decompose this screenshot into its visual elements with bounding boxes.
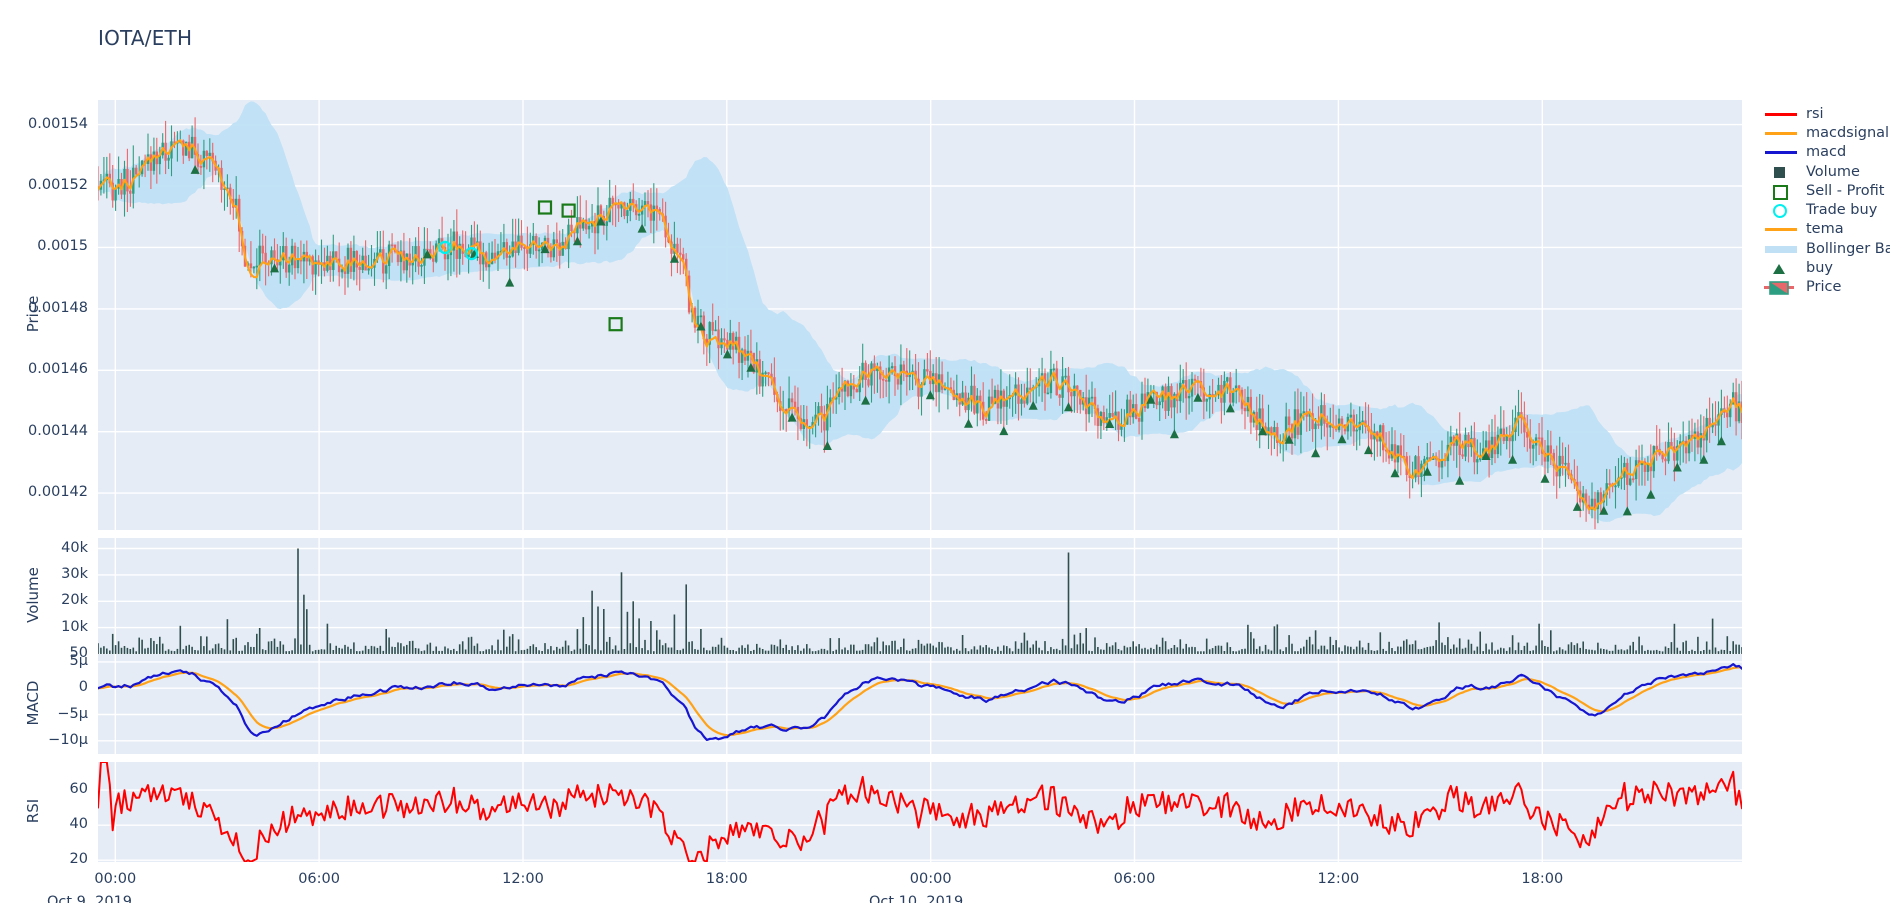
circle-open-icon — [1773, 204, 1787, 219]
candlestick-icon — [1764, 281, 1794, 295]
line-swatch-icon — [1765, 228, 1797, 232]
legend-square-icon — [1760, 162, 1802, 181]
xtick-2: 12:00 — [502, 871, 544, 887]
legend-triangle-up-icon — [1760, 259, 1802, 278]
xtick-5: 06:00 — [1113, 871, 1156, 887]
ytick-price-3: 0.00148 — [28, 299, 88, 316]
legend-item-bollinger-band[interactable]: Bollinger Band — [1760, 239, 1890, 258]
ytick-rsi-1: 40 — [69, 816, 88, 833]
ytick-price-4: 0.00146 — [28, 361, 88, 378]
ytick-price-1: 0.00152 — [28, 177, 88, 193]
legend-item-label: rsi — [1806, 105, 1824, 122]
legend-candlestick-icon — [1760, 278, 1802, 297]
ytick-macd-1: 0 — [78, 679, 88, 696]
legend-item-tema[interactable]: tema — [1760, 220, 1890, 239]
legend-line-icon — [1760, 220, 1802, 239]
triangle-up-icon — [1773, 263, 1785, 274]
square-open-icon — [1773, 184, 1788, 200]
legend-line-icon — [1760, 104, 1802, 123]
legend-circle-open-icon — [1760, 201, 1802, 220]
legend-item-label: buy — [1806, 260, 1833, 277]
xtick-3: 18:00 — [705, 871, 748, 887]
axis-title-macd: MACD — [24, 680, 42, 726]
volume-panel[interactable] — [98, 538, 1742, 654]
ytick-volume-1: 30k — [61, 565, 88, 582]
xtick-0: 00:00 — [94, 871, 137, 887]
legend-line-icon — [1760, 123, 1802, 142]
xtick-1: 06:00 — [298, 871, 340, 887]
band-swatch-icon — [1765, 245, 1797, 253]
axis-title-price: Price — [24, 295, 42, 333]
ytick-price-0: 0.00154 — [28, 115, 88, 132]
legend-item-trade-buy[interactable]: Trade buy — [1760, 200, 1890, 219]
axis-title-rsi: RSI — [24, 798, 42, 824]
xtick-4: 00:00 — [909, 871, 952, 887]
macd-panel[interactable] — [98, 654, 1742, 754]
legend-square-open-icon — [1760, 181, 1802, 200]
legend-line-icon — [1760, 143, 1802, 162]
xdate-1: Oct 10, 2019 — [869, 894, 964, 903]
rsi-chart-svg — [98, 762, 1742, 862]
ytick-price-5: 0.00144 — [28, 422, 88, 439]
legend-item-label: Trade buy — [1806, 202, 1878, 219]
ytick-macd-2: −5µ — [57, 705, 88, 722]
line-swatch-icon — [1765, 112, 1797, 116]
legend-item-macd[interactable]: macd — [1760, 143, 1890, 162]
ytick-rsi-0: 60 — [69, 781, 88, 798]
ytick-volume-4: 50 — [69, 644, 88, 661]
line-swatch-icon — [1765, 131, 1797, 135]
legend-item-volume[interactable]: Volume — [1760, 162, 1890, 181]
legend-item-macdsignal[interactable]: macdsignal — [1760, 123, 1890, 142]
ytick-volume-0: 40k — [61, 539, 88, 556]
legend-item-label: Price — [1806, 279, 1842, 296]
ytick-price-2: 0.0015 — [37, 238, 88, 255]
xtick-7: 18:00 — [1521, 871, 1564, 887]
ytick-price-6: 0.00142 — [28, 484, 88, 501]
legend-item-label: Bollinger Band — [1806, 240, 1890, 257]
xdate-0: Oct 9, 2019 — [47, 894, 133, 903]
legend-item-label: tema — [1806, 221, 1844, 238]
volume-chart-svg — [98, 538, 1742, 654]
legend-band-icon — [1760, 239, 1802, 258]
ytick-volume-3: 10k — [61, 618, 88, 635]
ytick-macd-3: −10µ — [48, 731, 88, 748]
rsi-panel[interactable] — [98, 762, 1742, 862]
xtick-6: 12:00 — [1317, 871, 1360, 887]
price-chart-svg — [98, 100, 1742, 530]
ytick-rsi-2: 20 — [69, 851, 88, 868]
legend-item-price[interactable]: Price — [1760, 278, 1890, 297]
macd-chart-svg — [98, 654, 1742, 754]
chart-legend[interactable]: rsi macdsignal macd Volume Sell - Profit Trad… — [1760, 104, 1890, 297]
legend-item-label: Volume — [1806, 163, 1860, 180]
legend-item-sell-profit[interactable]: Sell - Profit — [1760, 181, 1890, 200]
price-panel[interactable] — [98, 100, 1742, 530]
legend-item-label: macdsignal — [1806, 124, 1890, 141]
ytick-volume-2: 20k — [61, 592, 88, 609]
line-swatch-icon — [1765, 151, 1797, 155]
page-title: IOTA/ETH — [98, 26, 193, 50]
legend-item-label: macd — [1806, 144, 1847, 161]
legend-item-label: Sell - Profit — [1806, 182, 1885, 199]
legend-item-buy[interactable]: buy — [1760, 258, 1890, 277]
axis-title-volume: Volume — [24, 567, 42, 623]
ytick-macd-0: 5µ — [69, 652, 88, 669]
legend-item-rsi[interactable]: rsi — [1760, 104, 1890, 123]
square-swatch-icon — [1774, 166, 1785, 178]
